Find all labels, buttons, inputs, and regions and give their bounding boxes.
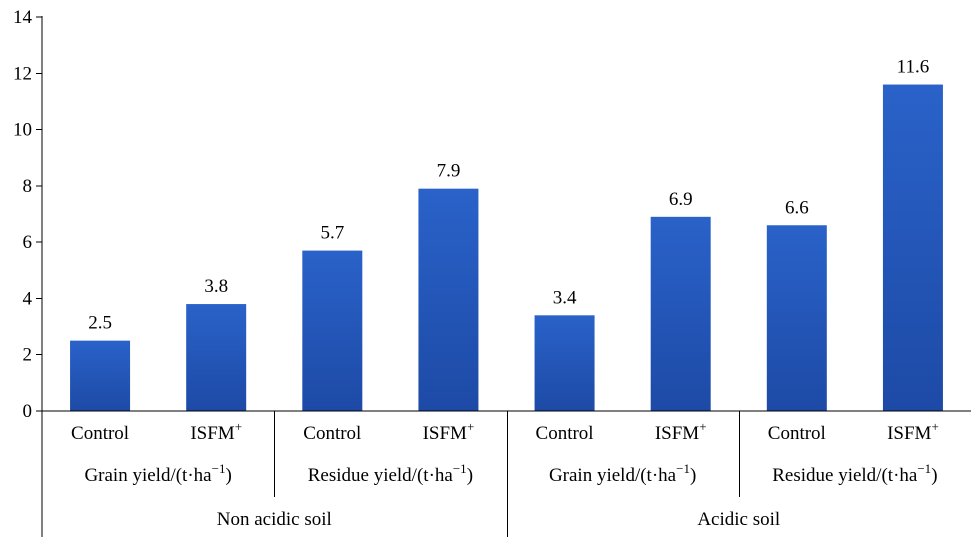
x-category-label: Control bbox=[303, 423, 361, 444]
bar bbox=[418, 188, 479, 411]
bar-value-label: 6.6 bbox=[785, 197, 809, 218]
x-subgroup-label: Residue yield/(t·ha−1) bbox=[308, 461, 473, 486]
bar-value-label: 5.7 bbox=[320, 223, 344, 244]
x-category-label: ISFM+ bbox=[423, 419, 475, 444]
bar-value-label: 6.9 bbox=[669, 189, 693, 210]
y-tick-label: 0 bbox=[23, 401, 33, 422]
bar bbox=[766, 225, 827, 411]
bar-value-label: 3.4 bbox=[553, 287, 577, 308]
bar bbox=[186, 304, 247, 411]
bar-value-label: 3.8 bbox=[204, 276, 228, 297]
bar bbox=[302, 250, 363, 411]
y-axis-ticks: 0 2 4 6 8 10 12 14 bbox=[13, 7, 42, 422]
bar bbox=[534, 315, 595, 411]
bar-value-label: 7.9 bbox=[437, 161, 461, 182]
bar bbox=[882, 84, 943, 412]
y-tick-label: 4 bbox=[23, 288, 33, 309]
y-tick-label: 2 bbox=[23, 345, 33, 366]
y-tick-label: 8 bbox=[23, 176, 33, 197]
x-subgroup-label: Residue yield/(t·ha−1) bbox=[772, 461, 937, 486]
x-subgroup-label: Grain yield/(t·ha−1) bbox=[549, 461, 696, 486]
x-group-label: Acidic soil bbox=[697, 509, 780, 530]
bar-value-label: 11.6 bbox=[897, 57, 930, 78]
y-tick-label: 6 bbox=[23, 232, 33, 253]
bars: 2.5 3.8 5.7 7.9 3.4 6.9 6.6 11.6 bbox=[70, 57, 943, 412]
category-labels: Control ISFM+ Grain yield/(t·ha−1) Control I… bbox=[71, 419, 939, 530]
bar bbox=[650, 216, 711, 411]
x-category-label: Control bbox=[768, 423, 826, 444]
x-subgroup-label: Grain yield/(t·ha−1) bbox=[84, 461, 231, 486]
x-category-label: Control bbox=[536, 423, 594, 444]
x-category-label: ISFM+ bbox=[190, 419, 242, 444]
axes bbox=[41, 16, 971, 537]
bar-value-label: 2.5 bbox=[88, 313, 112, 334]
bar bbox=[70, 340, 131, 411]
y-tick-label: 14 bbox=[13, 7, 33, 28]
x-category-label: ISFM+ bbox=[655, 419, 707, 444]
x-group-label: Non acidic soil bbox=[217, 509, 332, 530]
x-category-label: Control bbox=[71, 423, 129, 444]
y-tick-label: 10 bbox=[13, 120, 32, 141]
x-category-label: ISFM+ bbox=[887, 419, 939, 444]
y-tick-label: 12 bbox=[13, 63, 32, 84]
